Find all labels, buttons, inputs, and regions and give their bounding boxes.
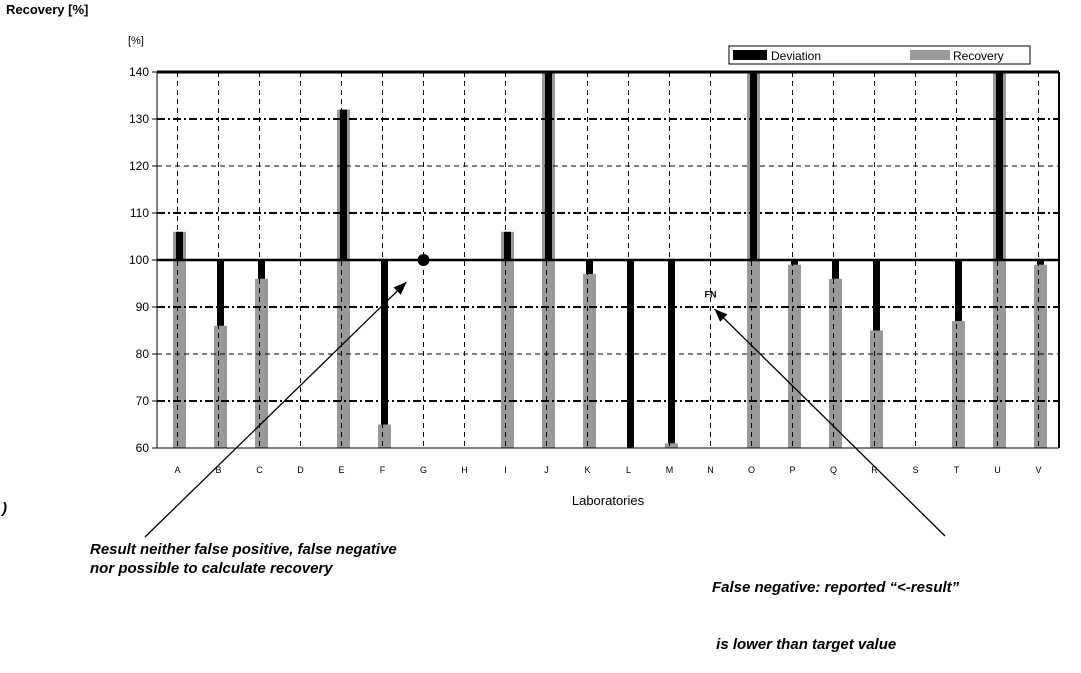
legend-swatch-recovery xyxy=(910,50,950,60)
x-tick-label-u: U xyxy=(994,465,1001,475)
recovery-bar-i xyxy=(501,231,514,448)
deviation-bar-b xyxy=(217,260,224,326)
annotation-left-arrow-head xyxy=(393,282,407,295)
marker-dot-g xyxy=(417,254,430,266)
legend-swatch-deviation xyxy=(733,50,767,60)
x-tick-label-h: H xyxy=(461,465,468,475)
grid-layer xyxy=(157,72,1059,448)
deviation-bar-q xyxy=(832,260,839,279)
deviation-layer: FN xyxy=(176,72,1044,448)
y-axis-unit: [%] xyxy=(128,35,144,47)
recovery-bar-c xyxy=(255,278,268,448)
x-tick-label-n: N xyxy=(707,465,714,475)
deviation-bar-a xyxy=(176,231,183,260)
deviation-bar-f xyxy=(381,260,388,425)
annotation-left-line1: Result neither false positive, false neg… xyxy=(90,541,397,558)
y-tick-label: 110 xyxy=(130,206,149,220)
recovery-bar-q xyxy=(829,278,842,448)
recovery-bar-t xyxy=(952,321,965,448)
legend: Deviation Recovery xyxy=(728,45,1031,65)
recovery-bar-k xyxy=(583,274,596,448)
deviation-bar-u xyxy=(996,72,1003,260)
legend-box xyxy=(728,45,1031,65)
x-tick-label-p: P xyxy=(789,465,795,475)
axes-layer: 60 70 80 90 100 110 120 130 140 [%] A B C D E F G H I J K L M N… xyxy=(128,35,1042,508)
annotation-right-line2: is lower than target value xyxy=(712,636,897,653)
recovery-bar-r xyxy=(870,330,883,448)
x-tick-label-q: Q xyxy=(830,465,837,475)
legend-label-recovery: Recovery xyxy=(953,49,1004,63)
deviation-bar-p xyxy=(791,260,798,265)
x-tick-label-a: A xyxy=(174,465,180,475)
x-tick-label-v: V xyxy=(1035,465,1041,475)
y-tick-label: 130 xyxy=(129,112,149,126)
recovery-bar-m xyxy=(665,443,678,448)
deviation-bar-k xyxy=(586,260,593,275)
x-axis-label: Laboratories xyxy=(572,493,645,508)
x-tick-label-i: I xyxy=(504,465,507,475)
deviation-bar-t xyxy=(955,260,962,322)
deviation-bar-o xyxy=(750,72,757,260)
y-tick-label: 60 xyxy=(136,441,150,455)
stray-mark: ) xyxy=(2,500,7,517)
x-tick-label-m: M xyxy=(666,465,674,475)
x-tick-label-e: E xyxy=(338,465,344,475)
x-tick-label-d: D xyxy=(297,465,304,475)
annotation-left: Result neither false positive, false neg… xyxy=(90,540,397,578)
legend-label-deviation: Deviation xyxy=(771,49,821,63)
recovery-bar-f xyxy=(378,424,391,448)
x-tick-label-r: R xyxy=(871,465,878,475)
annotation-right-line1: False negative: reported “<-result” xyxy=(712,579,960,596)
x-tick-label-o: O xyxy=(748,465,755,475)
deviation-bar-r xyxy=(873,260,880,331)
page-title: Recovery [%] xyxy=(6,2,89,17)
deviation-bar-l xyxy=(627,260,634,448)
deviation-bar-c xyxy=(258,260,265,279)
x-tick-label-g: G xyxy=(420,465,427,475)
annotation-right-arrow-line xyxy=(714,308,946,537)
x-tick-label-k: K xyxy=(584,465,590,475)
x-tick-label-c: C xyxy=(256,465,263,475)
x-tick-label-t: T xyxy=(954,465,960,475)
recovery-bar-v xyxy=(1034,264,1047,448)
recovery-bar-p xyxy=(788,264,801,448)
y-tick-label: 140 xyxy=(129,65,149,79)
annotation-right-arrow-head xyxy=(714,309,728,322)
y-tick-label: 120 xyxy=(129,159,149,173)
annotation-left-line2: nor possible to calculate recovery xyxy=(90,560,333,577)
x-tick-label-f: F xyxy=(380,465,386,475)
x-tick-label-j: J xyxy=(544,465,549,475)
marker-label-n: FN xyxy=(705,290,717,300)
annotation-left-arrow-line xyxy=(144,281,407,538)
annotation-arrows xyxy=(144,281,946,538)
y-tick-label: 70 xyxy=(136,394,150,408)
x-tick-label-b: B xyxy=(215,465,221,475)
x-tick-label-s: S xyxy=(912,465,918,475)
x-tick-label-l: L xyxy=(626,465,631,475)
chart-canvas: FN 60 70 80 90 100 110 120 130 140 [%] A B C D E F G H I J K… xyxy=(128,35,1060,538)
deviation-bar-j xyxy=(545,72,552,260)
recovery-bar-a xyxy=(173,231,186,448)
deviation-bar-v xyxy=(1037,260,1044,265)
y-tick-label: 90 xyxy=(136,300,150,314)
annotation-right: False negative: reported “<-result” is l… xyxy=(712,540,959,673)
deviation-bar-e xyxy=(340,109,347,260)
y-tick-label: 100 xyxy=(129,253,149,267)
deviation-bar-m xyxy=(668,260,675,444)
y-tick-label: 80 xyxy=(136,347,150,361)
recovery-bar-b xyxy=(214,325,227,448)
deviation-bar-i xyxy=(504,231,511,260)
